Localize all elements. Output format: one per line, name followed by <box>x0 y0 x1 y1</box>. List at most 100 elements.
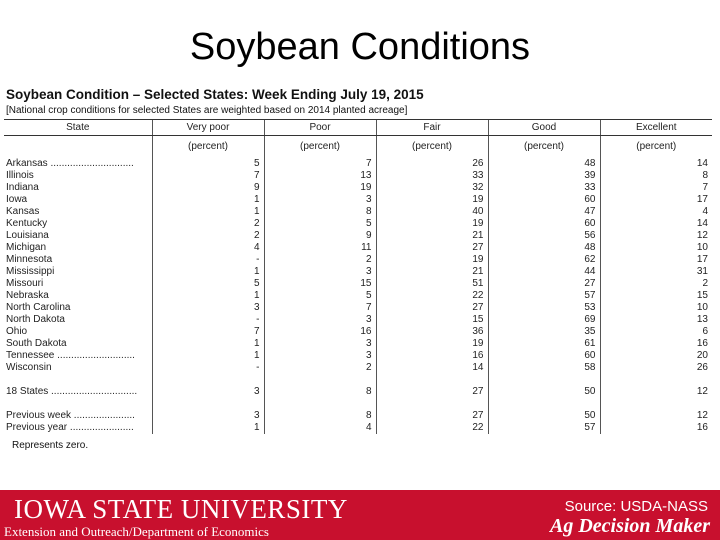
table-cell: 47 <box>487 206 600 218</box>
table-cell: 44 <box>487 266 600 278</box>
table-cell: 7 <box>151 170 264 182</box>
column-header: Very poor <box>151 119 264 136</box>
table-cell: 5 <box>263 218 376 230</box>
spacer-cell <box>375 374 488 386</box>
table-cell: 51 <box>375 278 488 290</box>
table-row: Iowa 1 3 19 60 17 <box>4 194 712 206</box>
row-label: Previous week ...................... <box>6 410 135 421</box>
table-row: Ohio 7 16 36 35 6 <box>4 326 712 338</box>
spacer-cell <box>599 398 712 410</box>
table-cell: 31 <box>599 266 712 278</box>
spacer-cell <box>4 374 152 386</box>
table-cell: 3 <box>263 314 376 326</box>
table-row: Kentucky 2 5 19 60 14 <box>4 218 712 230</box>
table-cell: 39 <box>487 170 600 182</box>
table-cell: 2 <box>263 362 376 374</box>
table-cell: 1 <box>151 206 264 218</box>
table-row: Arkansas .............................. 5… <box>4 158 712 170</box>
table-cell: 2 <box>263 254 376 266</box>
units-row: (percent) (percent) (percent) (percent) … <box>4 135 712 159</box>
units-cell: (percent) <box>263 135 376 158</box>
spacer-cell <box>487 374 600 386</box>
table-cell: 14 <box>599 218 712 230</box>
table-cell: 27 <box>375 242 488 254</box>
table-cell: 56 <box>487 230 600 242</box>
table-cell: 6 <box>599 326 712 338</box>
spacer-row <box>4 398 712 410</box>
table-cell: 7 <box>151 326 264 338</box>
column-header: Poor <box>263 119 376 136</box>
table-cell: 27 <box>375 302 488 314</box>
table-row: North Carolina 3 7 27 53 10 <box>4 302 712 314</box>
row-label: Wisconsin <box>6 362 52 373</box>
table-body: (percent) (percent) (percent) (percent) … <box>4 135 712 434</box>
table-cell: 60 <box>487 218 600 230</box>
table-cell: 3 <box>263 266 376 278</box>
table-cell: - <box>151 362 264 374</box>
table-cell: 1 <box>151 194 264 206</box>
table-cell: 13 <box>599 314 712 326</box>
brand-text: Ag Decision Maker <box>550 515 710 537</box>
spacer-cell <box>151 398 264 410</box>
table-row: South Dakota 1 3 19 61 16 <box>4 338 712 350</box>
table-cell: 12 <box>599 410 712 422</box>
table-cell: 3 <box>151 410 264 422</box>
table-cell: 2 <box>599 278 712 290</box>
table-cell: 8 <box>263 386 376 398</box>
column-header: Good <box>487 119 600 136</box>
row-label: Kansas <box>6 206 40 217</box>
table-cell: 4 <box>263 422 376 434</box>
zero-footnote: Represents zero. <box>12 440 89 451</box>
slide-title: Soybean Conditions <box>189 26 531 68</box>
table-cell: 26 <box>375 158 488 170</box>
table-row: Nebraska 1 5 22 57 15 <box>4 290 712 302</box>
table-row: Kansas 1 8 40 47 4 <box>4 206 712 218</box>
table-cell: 19 <box>375 218 488 230</box>
table-row: Illinois 7 13 33 39 8 <box>4 170 712 182</box>
table-cell: - <box>151 254 264 266</box>
spacer-cell <box>487 398 600 410</box>
table-cell: 7 <box>599 182 712 194</box>
row-label: South Dakota <box>6 338 67 349</box>
table-cell: 15 <box>375 314 488 326</box>
table-cell: 22 <box>375 422 488 434</box>
condition-table: State Very poor Poor Fair Good Excellent… <box>4 119 712 434</box>
row-label: Louisiana <box>6 230 49 241</box>
table-cell: 19 <box>375 338 488 350</box>
table-row: Minnesota -2 19 62 17 <box>4 254 712 266</box>
table-cell: 3 <box>263 350 376 362</box>
table-cell: 20 <box>599 350 712 362</box>
table-cell: 58 <box>487 362 600 374</box>
table-cell: 17 <box>599 254 712 266</box>
table-cell: 15 <box>263 278 376 290</box>
table-cell: 8 <box>599 170 712 182</box>
table-cell: - <box>151 314 264 326</box>
table-cell: 8 <box>263 206 376 218</box>
table-cell: 57 <box>487 290 600 302</box>
table-cell: 35 <box>487 326 600 338</box>
table-cell: 16 <box>263 326 376 338</box>
table-cell: 3 <box>151 386 264 398</box>
table-cell: 2 <box>151 230 264 242</box>
table-cell: 7 <box>263 302 376 314</box>
row-label: Indiana <box>6 182 39 193</box>
table-cell: 16 <box>599 422 712 434</box>
table-cell: 14 <box>375 362 488 374</box>
row-label: Nebraska <box>6 290 49 301</box>
table-row: Tennessee ............................ 1 3… <box>4 350 712 362</box>
row-label: Arkansas .............................. <box>6 158 134 169</box>
university-logo-text: IOWA STATE UNIVERSITY <box>14 494 348 524</box>
table-row: North Dakota -3 15 69 13 <box>4 314 712 326</box>
table-row: Mississippi 1 3 21 44 31 <box>4 266 712 278</box>
table-cell: 1 <box>151 350 264 362</box>
table-cell: 27 <box>487 278 600 290</box>
table-cell: 40 <box>375 206 488 218</box>
table-cell: 16 <box>375 350 488 362</box>
units-cell <box>4 136 152 159</box>
spacer-cell <box>263 374 376 386</box>
report-title: Soybean Condition – Selected States: Wee… <box>6 87 424 102</box>
table-cell: 3 <box>263 194 376 206</box>
table-cell: 3 <box>151 302 264 314</box>
table-cell: 12 <box>599 230 712 242</box>
previous-week-row: Previous week ...................... 3 8 27… <box>4 410 712 422</box>
